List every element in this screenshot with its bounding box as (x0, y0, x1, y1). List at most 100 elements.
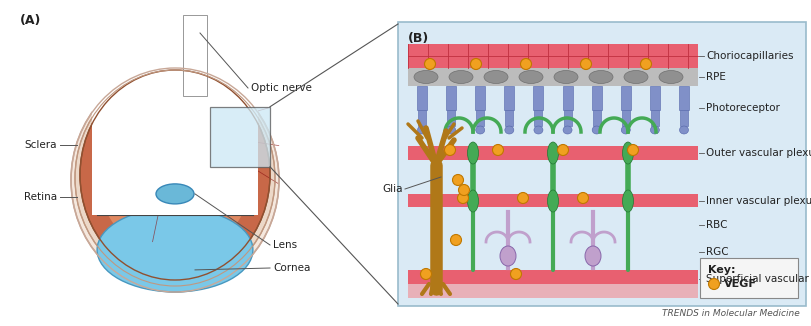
Ellipse shape (467, 190, 478, 212)
Ellipse shape (156, 184, 194, 204)
Circle shape (458, 185, 469, 196)
Bar (474, 86, 485, 110)
Circle shape (510, 269, 521, 279)
Circle shape (452, 174, 463, 185)
Text: RBC: RBC (705, 220, 727, 230)
Text: Cornea: Cornea (272, 263, 310, 273)
Ellipse shape (591, 126, 600, 134)
Text: Sclera: Sclera (24, 140, 57, 150)
Ellipse shape (504, 126, 513, 134)
Bar (418, 110, 426, 126)
Text: RGC: RGC (705, 247, 727, 257)
Bar (185, 15, 190, 96)
Ellipse shape (562, 126, 572, 134)
Bar (92, 0, 258, 215)
Circle shape (708, 278, 719, 289)
Ellipse shape (547, 190, 558, 212)
Bar (190, 15, 195, 96)
Bar (621, 110, 629, 126)
Ellipse shape (622, 190, 633, 212)
Text: Retina: Retina (24, 192, 57, 202)
Bar (533, 86, 543, 110)
Bar (445, 86, 456, 110)
Ellipse shape (448, 70, 473, 83)
Bar (504, 110, 513, 126)
Bar (195, 15, 200, 96)
Text: VEGF: VEGF (723, 279, 756, 289)
Circle shape (580, 58, 590, 69)
Circle shape (557, 144, 568, 156)
Ellipse shape (475, 126, 484, 134)
Ellipse shape (659, 70, 682, 83)
Circle shape (520, 58, 531, 69)
Circle shape (450, 234, 461, 245)
Bar (407, 194, 697, 207)
Bar (407, 270, 697, 284)
Ellipse shape (620, 126, 629, 134)
Ellipse shape (80, 70, 270, 280)
Text: (A): (A) (20, 14, 41, 27)
Text: Glia: Glia (382, 184, 402, 194)
Bar (200, 15, 204, 96)
Bar (649, 86, 659, 110)
Circle shape (517, 192, 528, 203)
Ellipse shape (75, 70, 275, 286)
Bar (679, 110, 687, 126)
Circle shape (444, 144, 455, 156)
Ellipse shape (622, 142, 633, 164)
Ellipse shape (623, 70, 647, 83)
Bar (407, 68, 697, 86)
Text: Inner vascular plexus: Inner vascular plexus (705, 196, 811, 205)
Circle shape (640, 58, 650, 69)
Bar (447, 110, 454, 126)
Ellipse shape (71, 68, 279, 292)
Circle shape (492, 144, 503, 156)
Circle shape (424, 58, 435, 69)
Ellipse shape (518, 70, 543, 83)
Circle shape (457, 192, 468, 203)
Ellipse shape (588, 70, 612, 83)
Ellipse shape (650, 126, 659, 134)
Bar (407, 146, 697, 160)
Ellipse shape (483, 70, 508, 83)
Ellipse shape (547, 142, 558, 164)
Bar (534, 110, 542, 126)
Bar (407, 284, 697, 298)
Text: RPE: RPE (705, 72, 725, 82)
Text: TRENDS in Molecular Medicine: TRENDS in Molecular Medicine (662, 309, 799, 318)
Ellipse shape (417, 126, 426, 134)
Text: Key:: Key: (707, 265, 735, 275)
Bar (699, 258, 797, 298)
Ellipse shape (97, 208, 252, 292)
Circle shape (627, 144, 637, 156)
Ellipse shape (414, 70, 437, 83)
Bar (397, 22, 805, 306)
Ellipse shape (553, 70, 577, 83)
Ellipse shape (679, 126, 688, 134)
Bar (678, 86, 689, 110)
Text: Optic nerve: Optic nerve (251, 83, 311, 93)
Bar (417, 86, 427, 110)
Ellipse shape (97, 83, 253, 257)
Bar (210, 107, 270, 167)
Bar (591, 86, 601, 110)
Text: (B): (B) (407, 32, 429, 45)
Ellipse shape (500, 246, 515, 266)
Circle shape (577, 192, 588, 203)
Circle shape (470, 58, 481, 69)
Ellipse shape (534, 126, 543, 134)
Ellipse shape (446, 126, 455, 134)
Bar (563, 110, 571, 126)
Ellipse shape (467, 142, 478, 164)
Bar (592, 110, 600, 126)
Bar (504, 86, 513, 110)
Text: Superficial vascular plexus: Superficial vascular plexus (705, 274, 811, 284)
Bar (182, 15, 207, 96)
Bar (650, 110, 658, 126)
Text: Choriocapillaries: Choriocapillaries (705, 51, 792, 61)
Bar (562, 86, 572, 110)
Bar (620, 86, 630, 110)
Circle shape (420, 269, 431, 279)
Ellipse shape (584, 246, 600, 266)
Ellipse shape (117, 108, 203, 182)
